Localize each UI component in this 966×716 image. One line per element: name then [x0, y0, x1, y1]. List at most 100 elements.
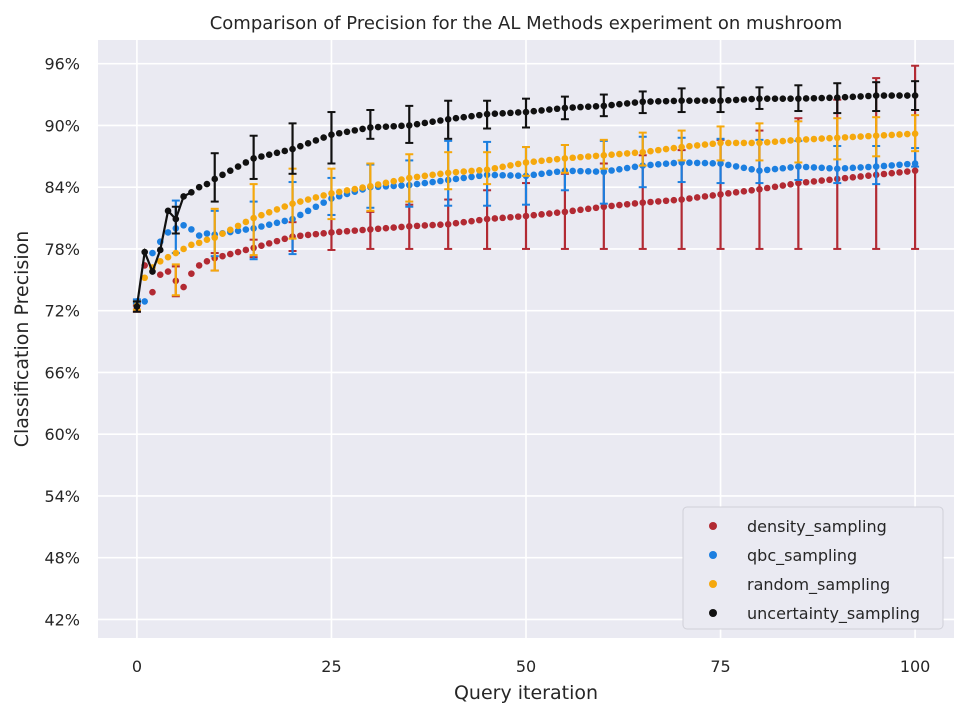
data-point — [584, 205, 592, 213]
data-point — [507, 109, 514, 117]
data-point — [188, 189, 195, 196]
data-point — [188, 270, 195, 277]
data-point — [709, 192, 717, 199]
data-point — [810, 135, 818, 143]
data-point — [172, 249, 180, 257]
data-point — [826, 176, 833, 184]
data-point — [608, 151, 615, 158]
data-point — [802, 163, 810, 171]
data-point — [265, 221, 273, 228]
data-point — [553, 155, 561, 163]
data-point — [483, 110, 491, 118]
data-point — [888, 162, 896, 169]
data-point — [265, 151, 273, 158]
data-point — [725, 97, 732, 104]
data-point — [390, 182, 398, 190]
data-point — [297, 211, 304, 219]
data-point — [896, 131, 903, 138]
data-point — [810, 94, 818, 102]
data-point — [787, 164, 794, 171]
data-point — [304, 196, 312, 203]
data-point — [880, 132, 888, 139]
x-tick-label: 25 — [321, 657, 341, 676]
data-point — [343, 187, 351, 194]
data-point — [662, 97, 670, 105]
data-point — [833, 94, 841, 101]
data-point — [561, 155, 569, 162]
data-point — [483, 166, 491, 173]
data-point — [686, 159, 693, 166]
data-point — [242, 246, 250, 254]
data-point — [686, 142, 693, 150]
data-point — [312, 137, 320, 144]
data-point — [904, 92, 911, 99]
data-point — [226, 226, 234, 234]
data-point — [771, 95, 779, 102]
data-point — [156, 271, 164, 278]
data-point — [226, 250, 234, 258]
data-point — [514, 160, 522, 168]
data-point — [740, 139, 748, 147]
data-point — [444, 169, 452, 177]
data-point — [577, 206, 584, 214]
data-point — [499, 109, 506, 117]
y-tick-label: 96% — [44, 55, 80, 74]
data-point — [717, 160, 724, 167]
data-point — [686, 97, 693, 105]
data-point — [359, 125, 366, 133]
data-point — [756, 95, 763, 102]
data-point — [670, 159, 678, 167]
data-point — [250, 214, 257, 222]
data-point — [880, 170, 888, 178]
data-point — [779, 182, 787, 189]
data-point — [693, 159, 701, 167]
data-point — [546, 169, 553, 177]
data-point — [662, 145, 670, 153]
data-point — [297, 232, 304, 240]
data-point — [763, 95, 771, 102]
data-point — [304, 207, 312, 215]
data-point — [616, 100, 623, 108]
data-point — [654, 146, 662, 154]
data-point — [320, 199, 327, 206]
y-tick-label: 78% — [44, 240, 80, 259]
data-point — [849, 174, 857, 181]
data-point — [756, 139, 763, 147]
data-point — [849, 164, 857, 172]
data-point — [577, 103, 584, 111]
data-point — [203, 180, 211, 188]
data-point — [312, 194, 320, 201]
data-point — [818, 94, 826, 102]
data-point — [514, 109, 522, 116]
data-point — [437, 117, 444, 124]
data-point — [569, 104, 576, 111]
data-point — [195, 239, 203, 247]
data-point — [312, 203, 320, 211]
data-point — [701, 159, 709, 167]
data-point — [693, 97, 701, 105]
legend-entry: random_sampling — [747, 575, 890, 595]
data-point — [219, 252, 226, 260]
data-point — [203, 230, 211, 237]
data-point — [219, 230, 226, 238]
data-point — [779, 164, 787, 172]
data-point — [756, 167, 763, 175]
data-point — [717, 97, 724, 105]
data-point — [452, 175, 460, 183]
data-point — [460, 113, 468, 121]
data-point — [437, 170, 444, 178]
data-point — [149, 268, 156, 275]
data-point — [499, 171, 506, 179]
data-point — [367, 182, 374, 190]
data-point — [553, 105, 561, 113]
data-point — [421, 179, 429, 187]
data-point — [849, 133, 857, 141]
data-point — [351, 227, 359, 234]
data-point — [304, 140, 312, 147]
data-point — [374, 181, 382, 188]
data-point — [320, 192, 327, 199]
data-point — [398, 122, 405, 130]
data-point — [444, 220, 452, 228]
data-point — [662, 197, 670, 205]
